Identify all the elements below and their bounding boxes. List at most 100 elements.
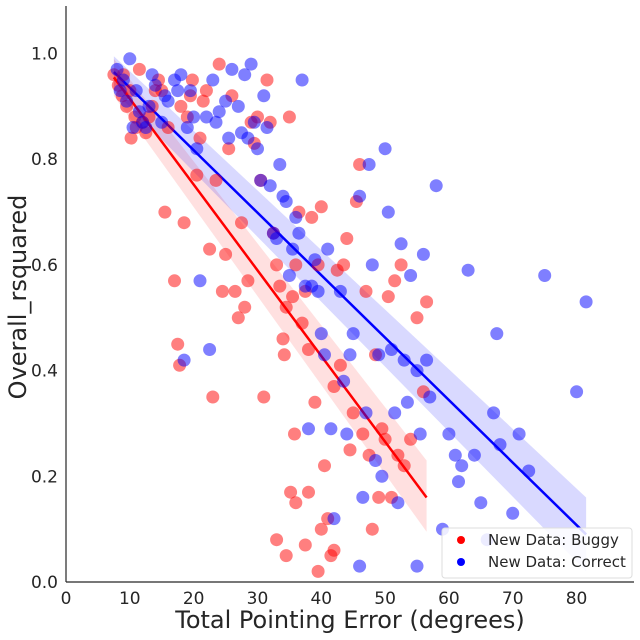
data-point-s0-87 — [372, 490, 386, 504]
data-point-s1-55 — [302, 422, 315, 436]
data-point-s0-73 — [327, 380, 341, 393]
data-point-s0-104 — [311, 564, 325, 578]
data-point-s0-96 — [404, 432, 418, 446]
data-point-s0-90 — [381, 290, 395, 304]
data-point-s1-2 — [116, 73, 130, 87]
y-tick-label: 0.8 — [31, 150, 58, 170]
data-point-s1-7 — [132, 105, 146, 119]
data-point-s1-111 — [353, 559, 367, 573]
legend-label-buggy: New Data: Buggy — [488, 531, 619, 549]
data-point-s1-40 — [254, 173, 268, 187]
data-point-s0-88 — [375, 422, 389, 436]
data-point-s1-37 — [244, 57, 258, 71]
data-point-s0-31 — [203, 242, 217, 256]
data-point-s1-76 — [375, 469, 389, 483]
data-point-s1-23 — [190, 142, 204, 156]
data-point-s1-13 — [155, 115, 169, 129]
data-point-s0-58 — [284, 485, 298, 499]
data-point-s0-92 — [388, 274, 402, 288]
data-point-s0-103 — [298, 538, 312, 552]
data-point-s0-48 — [257, 390, 271, 404]
x-tick-label: 80 — [566, 589, 588, 609]
data-point-s1-69 — [353, 189, 367, 203]
data-point-s1-12 — [148, 78, 162, 92]
data-point-s0-23 — [177, 216, 191, 230]
fit-line-0 — [112, 76, 428, 499]
data-point-s1-61 — [321, 242, 335, 256]
data-point-s1-79 — [385, 343, 398, 356]
x-axis-label: Total Pointing Error (degrees) — [174, 606, 524, 634]
data-point-s0-57 — [282, 110, 296, 124]
data-point-s1-83 — [397, 353, 411, 367]
data-point-s0-100 — [270, 533, 284, 547]
data-point-s1-71 — [359, 406, 373, 420]
legend-frame — [441, 527, 633, 579]
data-point-s0-59 — [286, 290, 300, 304]
data-point-s0-28 — [193, 131, 207, 145]
data-point-s1-19 — [177, 353, 191, 367]
data-point-s1-80 — [388, 406, 402, 420]
data-point-s0-102 — [289, 496, 303, 510]
data-point-s1-32 — [225, 62, 239, 76]
data-point-s1-85 — [404, 269, 418, 282]
data-point-s1-31 — [222, 131, 236, 145]
y-tick-label: 0.2 — [31, 467, 58, 487]
data-point-s0-65 — [302, 343, 315, 356]
data-point-s1-38 — [247, 115, 261, 129]
data-point-s1-86 — [410, 364, 424, 378]
legend-label-correct: New Data: Correct — [488, 553, 626, 571]
data-point-s1-10 — [142, 99, 156, 113]
data-point-s1-78 — [381, 205, 395, 219]
y-tick-label: 0.0 — [31, 573, 58, 593]
data-point-s1-93 — [442, 427, 456, 441]
data-point-s0-56 — [279, 300, 293, 314]
data-point-s0-54 — [276, 332, 290, 346]
data-point-s1-53 — [295, 73, 309, 87]
data-point-s1-107 — [538, 269, 552, 282]
data-point-s1-45 — [270, 232, 284, 245]
data-point-s1-94 — [448, 448, 462, 462]
data-point-s1-60 — [318, 348, 331, 362]
data-point-s1-96 — [455, 459, 469, 473]
data-point-s1-104 — [506, 506, 520, 520]
data-point-s0-79 — [346, 406, 360, 420]
data-point-s1-75 — [372, 348, 386, 362]
data-point-s1-77 — [378, 142, 392, 156]
data-point-s1-3 — [120, 94, 134, 108]
data-point-s1-17 — [171, 84, 185, 98]
data-point-s1-35 — [238, 68, 252, 82]
x-tick-label: 0 — [61, 589, 72, 609]
data-point-s1-58 — [311, 284, 325, 298]
data-point-s1-46 — [273, 158, 287, 171]
data-point-s1-22 — [187, 110, 201, 124]
x-tick-label: 20 — [183, 589, 205, 609]
data-point-s1-102 — [490, 327, 504, 341]
data-point-s1-105 — [512, 427, 526, 441]
data-point-s0-27 — [190, 168, 204, 182]
data-point-s1-43 — [263, 179, 277, 193]
data-point-s1-84 — [400, 395, 414, 409]
x-tick-label: 70 — [502, 589, 524, 609]
data-point-s0-82 — [356, 427, 370, 441]
data-point-s0-39 — [228, 284, 242, 298]
data-point-s1-18 — [174, 68, 188, 82]
y-tick-label: 0.4 — [31, 362, 58, 382]
data-point-s0-106 — [314, 522, 328, 536]
data-point-s0-6 — [124, 131, 138, 145]
x-tick-label: 40 — [310, 589, 332, 609]
data-point-s0-29 — [196, 94, 210, 108]
data-point-s1-87 — [413, 427, 427, 441]
data-point-s1-28 — [209, 115, 223, 129]
x-tick-label: 60 — [438, 589, 460, 609]
data-point-s1-64 — [333, 284, 347, 298]
data-point-s1-25 — [199, 110, 213, 124]
data-point-s0-19 — [168, 274, 181, 288]
legend-marker-correct — [457, 558, 465, 566]
data-point-s1-74 — [369, 454, 382, 467]
data-point-s1-11 — [145, 68, 159, 82]
data-point-s1-41 — [257, 89, 271, 103]
data-point-s1-68 — [346, 327, 360, 341]
data-point-s0-60 — [288, 427, 301, 441]
data-point-s0-40 — [231, 311, 245, 325]
